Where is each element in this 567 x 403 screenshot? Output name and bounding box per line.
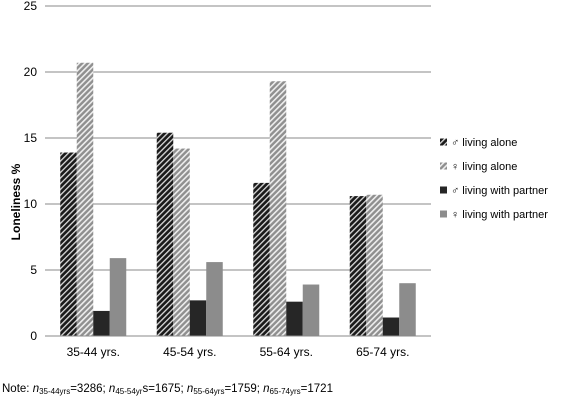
sample-size-var: n <box>263 383 270 395</box>
bar <box>382 317 400 336</box>
y-tick-label: 0 <box>30 329 37 343</box>
bar <box>399 283 416 336</box>
bar <box>109 258 127 336</box>
separator: ; <box>256 383 264 395</box>
sample-size-group: 55-64yrs <box>193 387 225 396</box>
bar <box>173 148 190 336</box>
bar <box>189 300 207 336</box>
legend-label: ♂ living with partner <box>451 185 548 197</box>
x-tick-label: 55-64 yrs. <box>260 345 313 359</box>
y-tick-label: 20 <box>24 65 38 79</box>
sample-size-var: n <box>186 383 194 395</box>
bar <box>76 62 94 336</box>
bar <box>253 182 270 336</box>
bars <box>60 62 416 337</box>
x-tick-label: 45-54 yrs. <box>163 345 216 359</box>
y-axis-label: Loneliness % <box>9 163 23 240</box>
y-tick-label: 15 <box>24 131 38 145</box>
sample-size-item: n55-64yrs=1759; <box>186 383 264 396</box>
separator: ; <box>180 383 187 395</box>
sample-size-var: n <box>108 383 116 395</box>
x-axis: 35-44 yrs. 45-54 yrs. 55-64 yrs. 65-74 yrs. <box>45 335 431 359</box>
chart: 0 5 10 15 20 25 35-44 yrs. 45-54 yrs. 55-64 yrs… <box>9 0 548 359</box>
footnote: Note: n35-44yrs=3286; n45-54yrs=1675; n5… <box>2 383 333 396</box>
note-prefix: Note: <box>2 383 33 395</box>
y-tick-label: 25 <box>24 0 38 13</box>
x-tick-label: 65-74 yrs. <box>356 345 409 359</box>
x-tick-label: 35-44 yrs. <box>67 345 120 359</box>
bar <box>286 301 303 336</box>
y-tick-label: 10 <box>24 197 38 211</box>
legend-label: ♂ living alone <box>451 137 517 149</box>
legend-swatch <box>440 186 447 194</box>
legend-swatch <box>440 138 447 146</box>
legend-swatch <box>440 210 447 218</box>
sample-size-item: n45-54yrs=1675; <box>108 383 187 396</box>
bar <box>156 132 174 336</box>
sample-size-var: n <box>32 383 40 395</box>
sample-size-value: =3286 <box>70 383 103 395</box>
legend-label: ♀ living alone <box>451 161 517 173</box>
y-tick-label: 5 <box>30 263 37 277</box>
sample-size-value: s=1675 <box>142 383 181 395</box>
sample-size-item: n65-74yrs=1721 <box>263 383 333 396</box>
y-axis: 0 5 10 15 20 25 <box>24 0 38 343</box>
bar <box>93 310 110 336</box>
legend: ♂ living alone ♀ living alone ♂ living wit… <box>440 137 548 221</box>
bar <box>366 194 383 336</box>
sample-size-value: =1721 <box>300 383 333 395</box>
sample-size-value: =1759 <box>224 383 257 395</box>
bar <box>60 152 77 336</box>
legend-label: ♀ living with partner <box>451 209 548 221</box>
bar <box>302 284 320 336</box>
legend-swatch <box>440 162 447 170</box>
sample-size-group: 45-54yr <box>115 387 143 396</box>
sample-size-group: 35-44yrs <box>39 387 71 396</box>
bar <box>349 196 367 336</box>
sample-size-group: 65-74yrs <box>269 387 301 396</box>
separator: ; <box>102 383 109 395</box>
bar <box>269 81 287 337</box>
sample-size-item: n35-44yrs=3286; <box>32 383 109 396</box>
bar <box>206 262 223 336</box>
